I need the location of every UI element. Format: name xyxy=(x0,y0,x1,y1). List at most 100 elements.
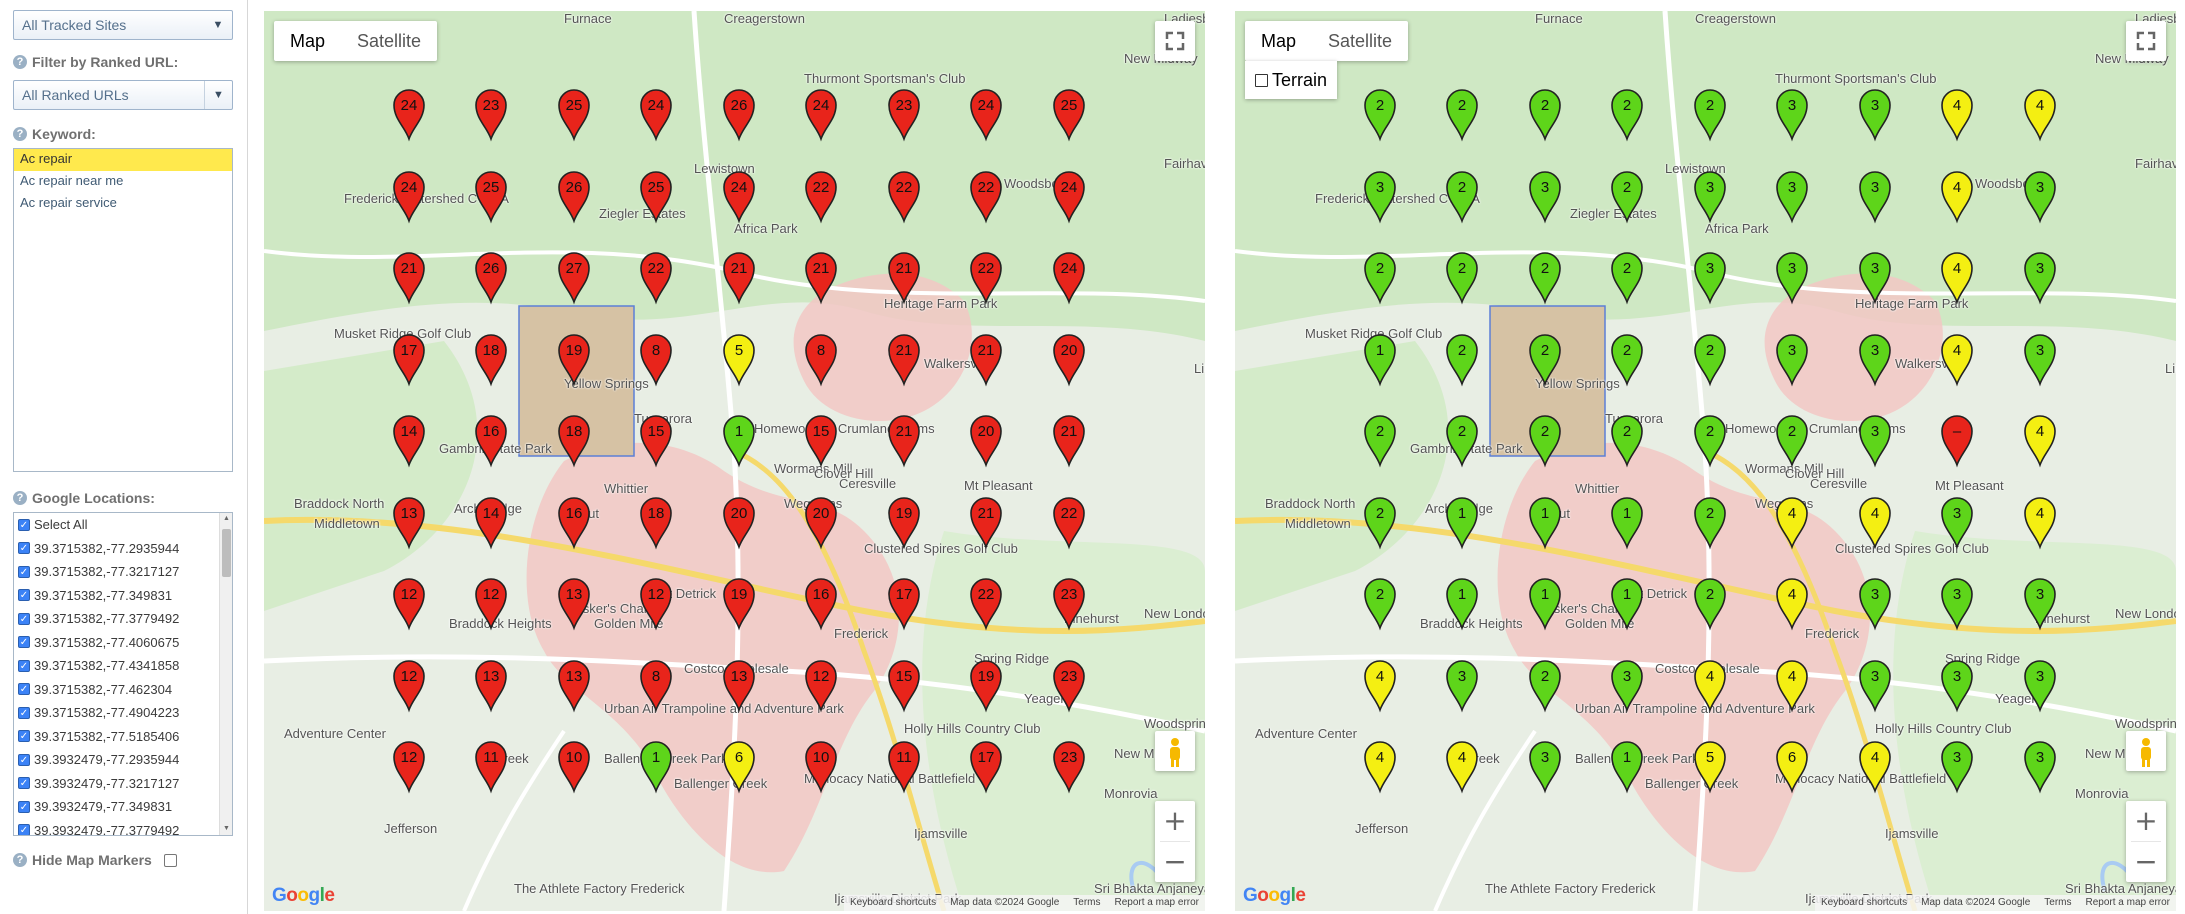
rank-pin[interactable]: 4 xyxy=(1364,741,1396,794)
rank-map-left[interactable]: FurnaceCreagerstownLadiesburgWolfsvilleN… xyxy=(264,11,1205,911)
location-checkbox[interactable]: ✓ xyxy=(18,683,30,696)
rank-pin[interactable]: 15 xyxy=(805,415,837,468)
keyword-item[interactable]: Ac repair service xyxy=(20,195,117,210)
rank-pin[interactable]: 22 xyxy=(805,171,837,224)
rank-pin[interactable]: 13 xyxy=(558,660,590,713)
rank-pin[interactable]: 3 xyxy=(1694,171,1726,224)
rank-pin[interactable]: 2 xyxy=(1364,497,1396,550)
rank-pin[interactable]: 13 xyxy=(475,660,507,713)
rank-pin[interactable]: 3 xyxy=(1859,252,1891,305)
hide-markers-checkbox[interactable] xyxy=(163,853,177,867)
rank-pin[interactable]: 2 xyxy=(1364,89,1396,142)
rank-pin[interactable]: 20 xyxy=(970,415,1002,468)
rank-pin[interactable]: 2 xyxy=(1446,334,1478,387)
rank-pin[interactable]: 3 xyxy=(1694,252,1726,305)
rank-pin[interactable]: 5 xyxy=(1694,741,1726,794)
help-icon[interactable]: ? xyxy=(13,853,27,867)
scroll-down-icon[interactable]: ▼ xyxy=(223,825,230,832)
tab-satellite[interactable]: Satellite xyxy=(357,31,422,51)
attribution-link[interactable]: Map data ©2024 Google xyxy=(1921,897,2031,908)
rank-pin[interactable]: 24 xyxy=(1053,171,1085,224)
rank-pin[interactable]: 14 xyxy=(393,415,425,468)
rank-pin[interactable]: 3 xyxy=(2024,578,2056,631)
help-icon[interactable]: ? xyxy=(13,55,27,69)
rank-pin[interactable]: 1 xyxy=(1529,578,1561,631)
rank-pin[interactable]: 2 xyxy=(1611,89,1643,142)
rank-pin[interactable]: 22 xyxy=(1053,497,1085,550)
rank-pin[interactable]: 3 xyxy=(1859,660,1891,713)
rank-pin[interactable]: 22 xyxy=(970,578,1002,631)
rank-pin[interactable]: 13 xyxy=(393,497,425,550)
attribution-link[interactable]: Map data ©2024 Google xyxy=(950,897,1060,908)
rank-pin[interactable]: 3 xyxy=(1529,171,1561,224)
rank-pin[interactable]: 5 xyxy=(723,334,755,387)
rank-pin[interactable]: 2 xyxy=(1611,334,1643,387)
rank-pin[interactable]: 21 xyxy=(888,252,920,305)
rank-pin[interactable]: 23 xyxy=(475,89,507,142)
rank-pin[interactable]: 3 xyxy=(1776,334,1808,387)
rank-pin[interactable]: 16 xyxy=(475,415,507,468)
location-scrollbar[interactable]: ▲ ▼ xyxy=(219,513,232,835)
location-item[interactable]: ✓ 39.3932479,-77.3779492 xyxy=(14,819,232,835)
rank-pin[interactable]: 4 xyxy=(1941,334,1973,387)
rank-pin[interactable]: 2 xyxy=(1364,252,1396,305)
location-item[interactable]: ✓ 39.3715382,-77.462304 xyxy=(14,678,232,702)
rank-pin[interactable]: 2 xyxy=(1529,334,1561,387)
rank-pin[interactable]: 2 xyxy=(1694,89,1726,142)
rank-pin[interactable]: 2 xyxy=(1529,660,1561,713)
rank-pin[interactable]: 3 xyxy=(1941,578,1973,631)
zoom-out-button[interactable]: − xyxy=(1163,845,1187,878)
rank-pin[interactable]: 4 xyxy=(1446,741,1478,794)
rank-pin[interactable]: 3 xyxy=(1859,415,1891,468)
street-view-pegman-button[interactable] xyxy=(2126,731,2166,771)
rank-pin[interactable]: 4 xyxy=(1364,660,1396,713)
rank-pin[interactable]: 1 xyxy=(1611,741,1643,794)
rank-pin[interactable]: 2 xyxy=(1529,415,1561,468)
fullscreen-button[interactable] xyxy=(2126,21,2166,61)
zoom-in-button[interactable]: + xyxy=(2134,804,2158,837)
location-item[interactable]: ✓ 39.3932479,-77.349831 xyxy=(14,795,232,819)
rank-pin[interactable]: 22 xyxy=(888,171,920,224)
rank-pin[interactable]: 11 xyxy=(475,741,507,794)
scroll-up-icon[interactable]: ▲ xyxy=(223,515,230,522)
rank-pin[interactable]: 24 xyxy=(1053,252,1085,305)
rank-pin[interactable]: 3 xyxy=(1859,578,1891,631)
rank-pin[interactable]: 1 xyxy=(1364,334,1396,387)
rank-pin[interactable]: 24 xyxy=(640,89,672,142)
rank-pin[interactable]: 4 xyxy=(1941,89,1973,142)
rank-pin[interactable]: 20 xyxy=(723,497,755,550)
google-logo[interactable]: Google xyxy=(1243,885,1306,906)
rank-pin[interactable]: 23 xyxy=(1053,578,1085,631)
attribution-link[interactable]: Terms xyxy=(1073,897,1101,908)
location-checkbox[interactable]: ✓ xyxy=(18,753,30,766)
rank-pin[interactable]: 3 xyxy=(2024,741,2056,794)
keyword-item[interactable]: Ac repair near me xyxy=(20,173,124,188)
location-checkbox[interactable]: ✓ xyxy=(18,612,30,625)
rank-pin[interactable]: 21 xyxy=(970,334,1002,387)
rank-pin[interactable]: 18 xyxy=(558,415,590,468)
keyword-list[interactable]: Ac repair Ac repair near me Ac repair se… xyxy=(13,148,233,472)
rank-pin[interactable]: 24 xyxy=(723,171,755,224)
rank-pin[interactable]: 24 xyxy=(970,89,1002,142)
location-checkbox[interactable]: ✓ xyxy=(18,518,30,531)
location-checkbox[interactable]: ✓ xyxy=(18,636,30,649)
scroll-thumb[interactable] xyxy=(222,529,231,577)
location-checkbox[interactable]: ✓ xyxy=(18,800,30,813)
rank-pin[interactable]: 8 xyxy=(640,334,672,387)
street-view-pegman-button[interactable] xyxy=(1155,731,1195,771)
rank-pin[interactable]: 12 xyxy=(393,741,425,794)
rank-pin[interactable]: 24 xyxy=(805,89,837,142)
rank-pin[interactable]: 25 xyxy=(475,171,507,224)
rank-pin[interactable]: 2 xyxy=(1611,415,1643,468)
zoom-in-button[interactable]: + xyxy=(1163,804,1187,837)
rank-pin[interactable]: 22 xyxy=(970,171,1002,224)
rank-pin[interactable]: 3 xyxy=(1529,741,1561,794)
rank-pin[interactable]: 4 xyxy=(2024,89,2056,142)
rank-pin[interactable]: 1 xyxy=(1611,578,1643,631)
rank-pin[interactable]: 12 xyxy=(393,660,425,713)
rank-pin[interactable]: 2 xyxy=(1364,415,1396,468)
rank-pin[interactable]: 2 xyxy=(1694,334,1726,387)
location-checkbox[interactable]: ✓ xyxy=(18,589,30,602)
rank-pin[interactable]: 1 xyxy=(723,415,755,468)
rank-pin[interactable]: 2 xyxy=(1446,89,1478,142)
